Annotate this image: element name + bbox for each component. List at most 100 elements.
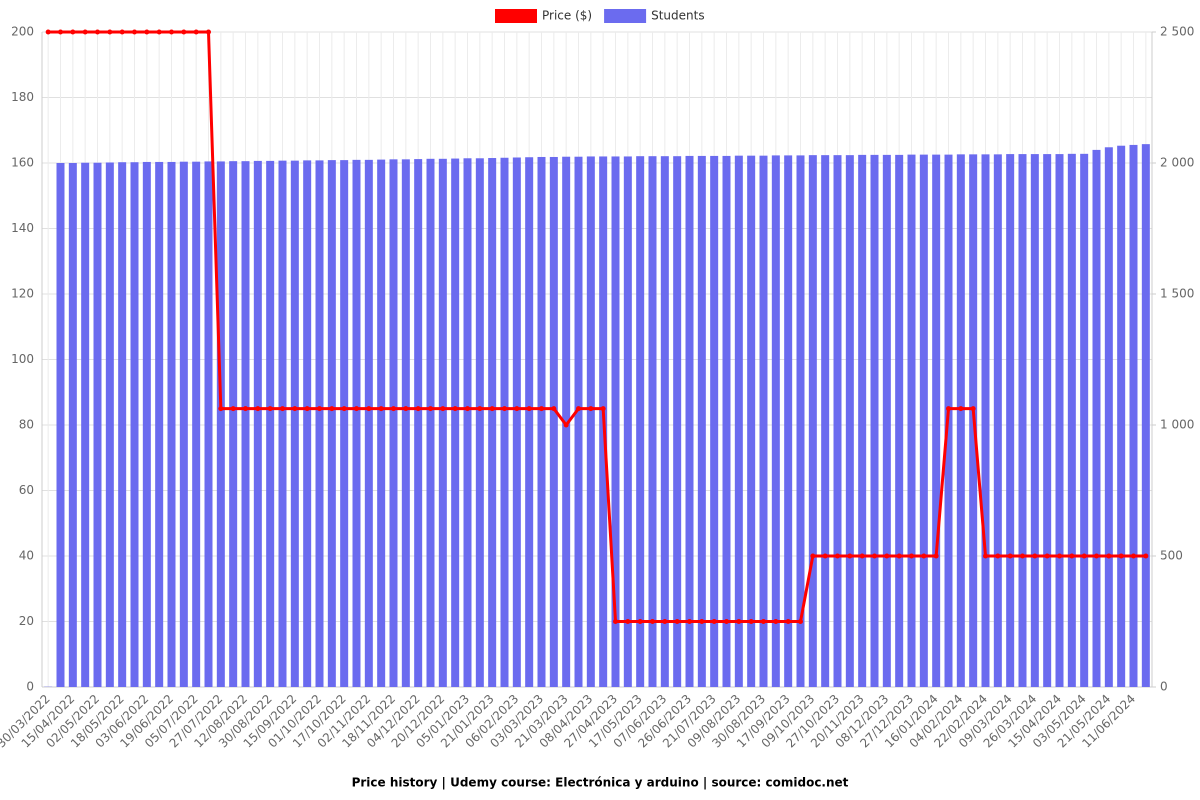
bar — [648, 156, 657, 688]
bar — [858, 154, 867, 688]
point — [921, 553, 927, 559]
point — [502, 406, 507, 412]
point — [1094, 553, 1099, 559]
point — [946, 406, 951, 412]
y-tick-label: 0 — [26, 680, 34, 694]
bar — [673, 156, 682, 688]
point — [1069, 553, 1075, 559]
point — [650, 619, 655, 624]
legend-swatch — [495, 9, 537, 23]
bar — [1080, 153, 1089, 687]
bar — [488, 158, 497, 688]
bar — [636, 156, 645, 688]
y-tick-label: 80 — [19, 418, 34, 432]
y2-tick-label: 2 500 — [1160, 25, 1194, 39]
bar — [623, 156, 632, 687]
bar — [907, 154, 916, 688]
bar — [290, 160, 299, 688]
bar — [278, 160, 287, 688]
bar — [759, 155, 768, 687]
point — [995, 553, 1001, 559]
bar — [451, 158, 460, 687]
point — [1143, 553, 1149, 559]
point — [465, 406, 470, 412]
y-tick-label: 60 — [19, 483, 34, 497]
point — [489, 406, 495, 412]
point — [588, 406, 594, 412]
y-tick-label: 100 — [11, 352, 34, 366]
bar — [463, 158, 472, 687]
point — [1131, 553, 1136, 559]
point — [477, 406, 483, 412]
bar — [808, 155, 817, 687]
bar — [1129, 144, 1138, 687]
point — [1007, 553, 1013, 559]
bar — [327, 160, 336, 688]
bar — [537, 156, 546, 687]
point — [748, 619, 754, 624]
bar — [475, 158, 484, 687]
point — [896, 553, 902, 559]
point — [711, 619, 717, 624]
bar — [1104, 147, 1113, 687]
point — [822, 553, 828, 559]
point — [428, 406, 433, 412]
y-tick-label: 180 — [11, 90, 34, 104]
point — [539, 406, 544, 412]
bar — [981, 154, 990, 687]
bar — [204, 161, 213, 688]
y-tick-label: 200 — [11, 25, 34, 39]
point — [526, 406, 532, 412]
bar — [722, 155, 731, 687]
bar — [142, 161, 151, 687]
point — [674, 619, 680, 624]
bar — [1006, 154, 1015, 688]
bar — [586, 156, 595, 687]
legend-swatch — [604, 9, 647, 23]
point — [835, 553, 840, 559]
bar — [130, 162, 139, 688]
point — [280, 406, 285, 412]
bar — [500, 157, 509, 687]
point — [785, 619, 791, 624]
bar — [93, 162, 102, 687]
bar — [241, 161, 250, 687]
point — [403, 406, 409, 412]
bar — [574, 156, 583, 687]
point — [45, 29, 51, 35]
y2-tick-label: 1 500 — [1160, 287, 1194, 301]
bar — [1141, 144, 1150, 688]
point — [687, 619, 692, 624]
point — [613, 619, 618, 624]
chart-title: Price history | Udemy course: Electrónic… — [352, 776, 849, 790]
point — [218, 406, 224, 412]
bar — [1067, 153, 1076, 687]
point — [1057, 553, 1062, 559]
bar — [105, 162, 114, 687]
point — [859, 553, 865, 559]
point — [983, 553, 988, 559]
point — [662, 619, 668, 624]
bar — [660, 156, 669, 688]
bar — [734, 155, 743, 687]
y-tick-label: 140 — [11, 221, 34, 235]
line — [48, 30, 1146, 623]
bar — [870, 154, 879, 688]
point — [576, 406, 581, 412]
point — [58, 29, 63, 35]
y2-tick-label: 2 000 — [1160, 156, 1194, 170]
point — [230, 406, 236, 412]
bar — [364, 159, 373, 687]
bar — [68, 163, 77, 687]
point — [514, 406, 520, 412]
bar — [771, 155, 780, 688]
point — [551, 406, 557, 412]
point — [933, 553, 939, 559]
point — [1020, 553, 1025, 559]
point — [736, 619, 742, 624]
bar — [167, 161, 176, 687]
bar — [611, 156, 620, 687]
point — [452, 406, 458, 412]
bar — [414, 159, 423, 687]
